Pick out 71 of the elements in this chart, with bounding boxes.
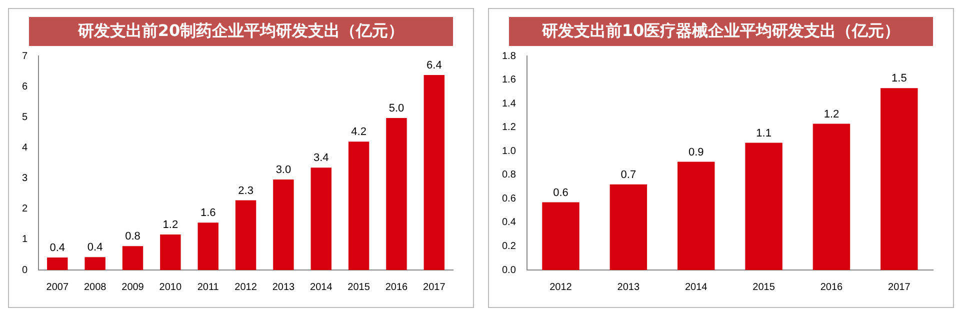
y-tick-label: 0.2 xyxy=(502,240,516,252)
y-tick-label: 5 xyxy=(22,112,28,123)
data-label: 0.6 xyxy=(553,186,568,199)
y-tick-label: 0.4 xyxy=(502,217,516,228)
x-tick-label: 2009 xyxy=(122,282,144,293)
x-tick-label: 2010 xyxy=(159,282,182,293)
data-label: 5.0 xyxy=(388,102,404,115)
data-label: 1.5 xyxy=(892,72,907,85)
x-tick-label: 2016 xyxy=(820,282,844,293)
y-tick-label: 6 xyxy=(22,81,28,92)
bar xyxy=(542,202,580,270)
bar xyxy=(610,184,648,270)
x-tick-label: 2011 xyxy=(197,282,220,293)
data-label: 1.2 xyxy=(162,219,178,232)
data-label: 2.3 xyxy=(238,184,254,197)
x-tick-label: 2013 xyxy=(617,282,640,293)
bar xyxy=(160,234,181,270)
bar xyxy=(677,162,715,270)
x-tick-label: 2013 xyxy=(272,282,296,293)
chart-title: 研发支出前20制药企业平均研发支出（亿元） xyxy=(29,17,453,46)
x-tick-label: 2017 xyxy=(423,282,446,293)
bar xyxy=(84,257,106,270)
bar xyxy=(198,222,218,270)
x-tick-label: 2012 xyxy=(550,282,572,293)
y-tick-label: 1.0 xyxy=(502,146,516,157)
y-tick-label: 0.0 xyxy=(502,264,516,276)
data-label: 0.7 xyxy=(620,168,636,181)
x-tick-label: 2007 xyxy=(46,282,69,293)
y-tick-label: 4 xyxy=(22,142,28,154)
x-tick-label: 2016 xyxy=(385,282,408,293)
data-label: 6.4 xyxy=(426,59,442,72)
bar xyxy=(273,180,294,270)
data-label: 4.2 xyxy=(351,126,366,138)
bar xyxy=(880,88,918,270)
y-tick-label: 0 xyxy=(22,264,28,276)
y-tick-label: 1.2 xyxy=(502,122,516,134)
y-tick-label: 0.6 xyxy=(502,193,516,204)
x-tick-label: 2014 xyxy=(310,282,333,293)
y-tick-label: 7 xyxy=(22,50,28,62)
bar xyxy=(348,142,370,270)
bar xyxy=(47,257,68,270)
x-tick-label: 2014 xyxy=(684,282,708,293)
x-tick-label: 2017 xyxy=(888,282,911,293)
x-tick-label: 2015 xyxy=(752,282,776,293)
y-tick-label: 1.4 xyxy=(502,98,516,110)
bar xyxy=(812,124,850,270)
bar xyxy=(386,118,407,270)
data-label: 0.4 xyxy=(50,242,66,254)
bar xyxy=(235,200,256,270)
data-label: 1.1 xyxy=(756,127,772,140)
bar xyxy=(745,142,782,270)
data-label: 0.8 xyxy=(125,230,140,243)
y-tick-label: 1.8 xyxy=(502,50,516,62)
chart-title: 研发支出前10医疗器械企业平均研发支出（亿元） xyxy=(509,17,933,46)
bar xyxy=(424,74,445,270)
x-tick-label: 2008 xyxy=(84,282,107,293)
y-tick-label: 1 xyxy=(22,234,28,246)
x-tick-label: 2012 xyxy=(234,282,258,293)
y-tick-label: 3 xyxy=(22,173,28,184)
bar xyxy=(310,168,332,270)
data-label: 1.6 xyxy=(200,207,216,220)
y-tick-label: 2 xyxy=(22,204,28,215)
data-label: 0.4 xyxy=(87,242,103,254)
bar xyxy=(122,246,144,270)
data-label: 3.0 xyxy=(276,164,292,176)
data-label: 1.2 xyxy=(824,108,840,120)
x-tick-label: 2015 xyxy=(348,282,370,293)
data-label: 3.4 xyxy=(313,152,329,164)
y-tick-label: 0.8 xyxy=(502,170,516,181)
data-label: 0.9 xyxy=(688,146,704,158)
y-tick-label: 1.6 xyxy=(502,74,516,86)
